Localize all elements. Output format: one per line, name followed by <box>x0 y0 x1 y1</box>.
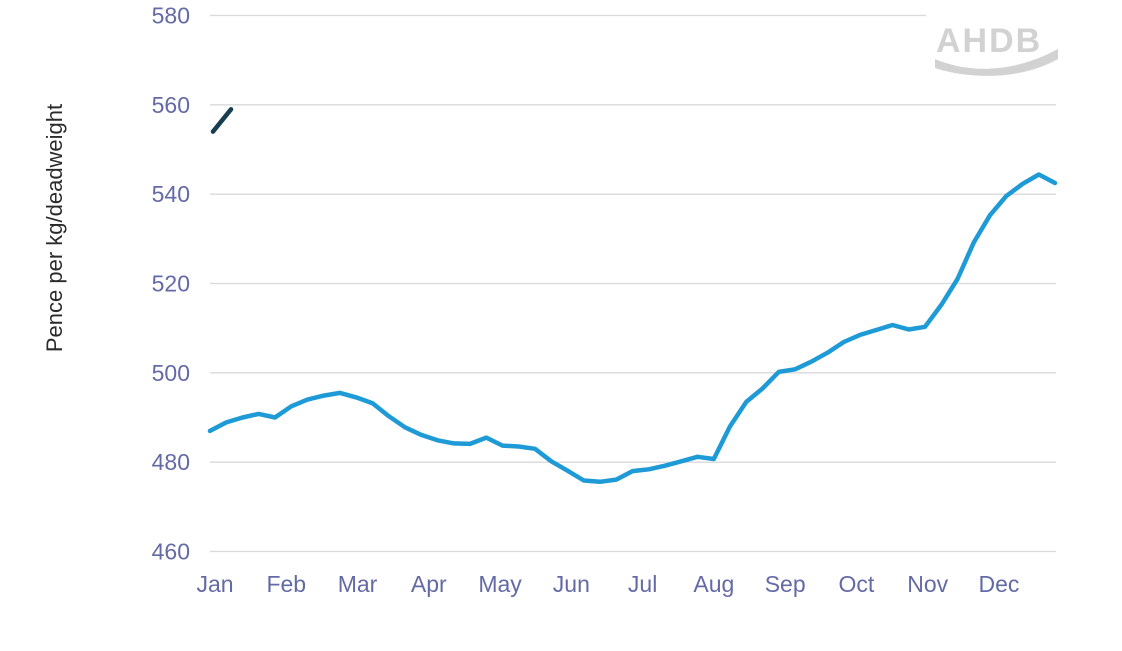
data-series <box>207 107 1058 485</box>
ahdb-logo-text: AHDB <box>936 22 1042 60</box>
gridlines <box>210 14 1056 553</box>
y-tick-label: 480 <box>152 449 190 475</box>
month-label: Dec <box>979 571 1020 597</box>
month-label: Oct <box>839 571 875 597</box>
month-label: Apr <box>411 571 447 597</box>
y-tick-label: 520 <box>152 271 190 297</box>
y-tick-label: 460 <box>152 539 190 565</box>
month-label: Nov <box>907 571 948 597</box>
full-year-weekly-price-line <box>207 172 1058 485</box>
y-tick-label: 540 <box>152 181 190 207</box>
ahdb-logo-swoosh-icon <box>935 49 1058 76</box>
month-label: Aug <box>693 571 734 597</box>
y-tick-label: 500 <box>152 360 190 386</box>
month-label: Feb <box>266 571 306 597</box>
month-label: Sep <box>765 571 806 597</box>
month-label: Mar <box>338 571 378 597</box>
month-label: Jun <box>553 571 590 597</box>
month-label: May <box>478 571 522 597</box>
month-label: Jan <box>196 571 233 597</box>
y-tick-label: 560 <box>152 92 190 118</box>
ahdb-logo: AHDB <box>926 8 1066 88</box>
x-axis-month-labels: Jan Feb Mar Apr May Jun Jul Aug Sep Oct Nov Dec <box>196 571 1019 597</box>
y-axis-title: Pence per kg/deadweight <box>42 104 67 352</box>
month-label: Jul <box>628 571 657 597</box>
y-tick-label: 580 <box>152 3 190 29</box>
new-year-first-weeks-price-line <box>210 107 234 134</box>
y-axis-tick-labels: 460 480 500 520 540 560 580 <box>152 3 190 565</box>
